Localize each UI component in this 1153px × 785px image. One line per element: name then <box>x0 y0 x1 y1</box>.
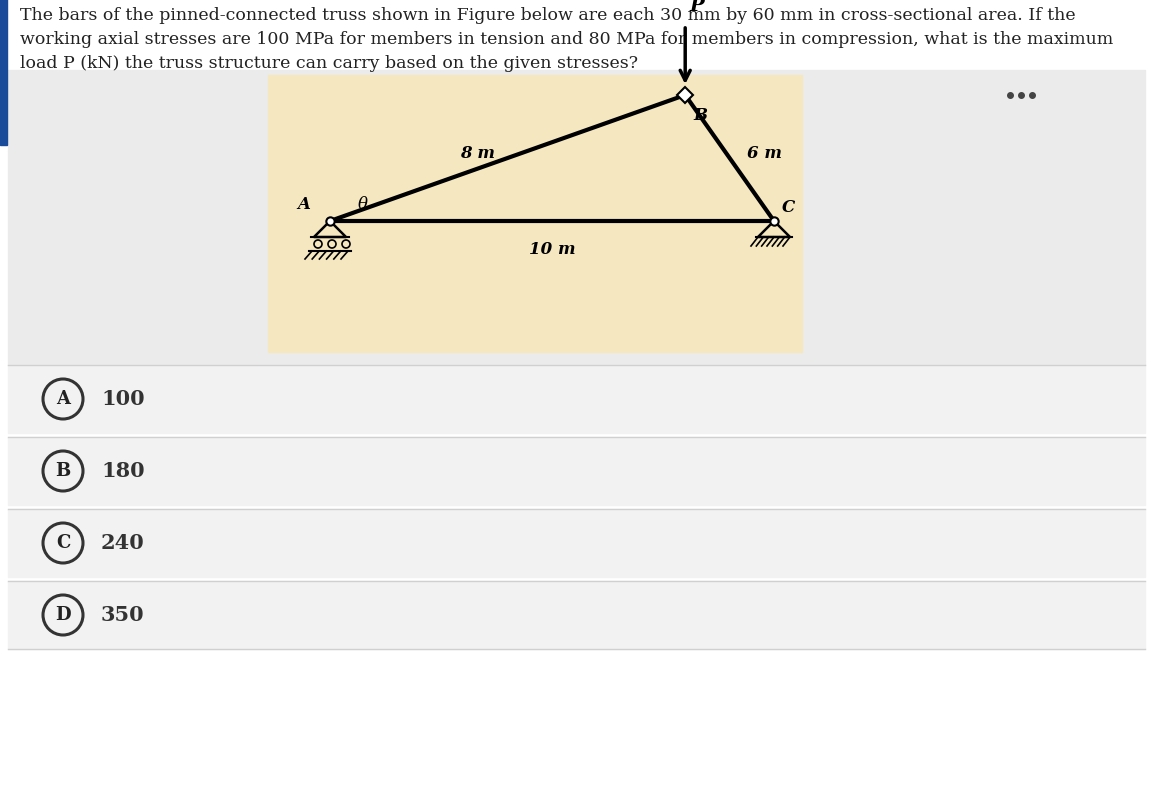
Text: C: C <box>782 199 796 216</box>
Text: C: C <box>55 534 70 552</box>
Text: B: B <box>693 107 707 124</box>
Text: 350: 350 <box>101 605 144 625</box>
Bar <box>8 365 1145 433</box>
Text: 180: 180 <box>101 461 144 481</box>
Text: A: A <box>56 390 70 408</box>
Text: 100: 100 <box>101 389 144 409</box>
Text: D: D <box>55 606 70 624</box>
Text: load P (kN) the truss structure can carry based on the given stresses?: load P (kN) the truss structure can carr… <box>20 55 638 72</box>
Bar <box>8 70 1145 365</box>
Bar <box>267 75 802 352</box>
Text: A: A <box>297 196 310 213</box>
Bar <box>8 581 1145 649</box>
Text: θ: θ <box>357 196 368 213</box>
Text: 6 m: 6 m <box>747 144 782 162</box>
Text: 8 m: 8 m <box>460 144 495 162</box>
Bar <box>8 437 1145 505</box>
Text: The bars of the pinned-connected truss shown in Figure below are each 30 mm by 6: The bars of the pinned-connected truss s… <box>20 7 1076 24</box>
Bar <box>8 509 1145 577</box>
Text: working axial stresses are 100 MPa for members in tension and 80 MPa for members: working axial stresses are 100 MPa for m… <box>20 31 1114 48</box>
Text: B: B <box>55 462 70 480</box>
Text: 240: 240 <box>101 533 145 553</box>
Text: 10 m: 10 m <box>529 240 575 257</box>
Text: P: P <box>689 0 703 15</box>
Bar <box>0 0 7 145</box>
